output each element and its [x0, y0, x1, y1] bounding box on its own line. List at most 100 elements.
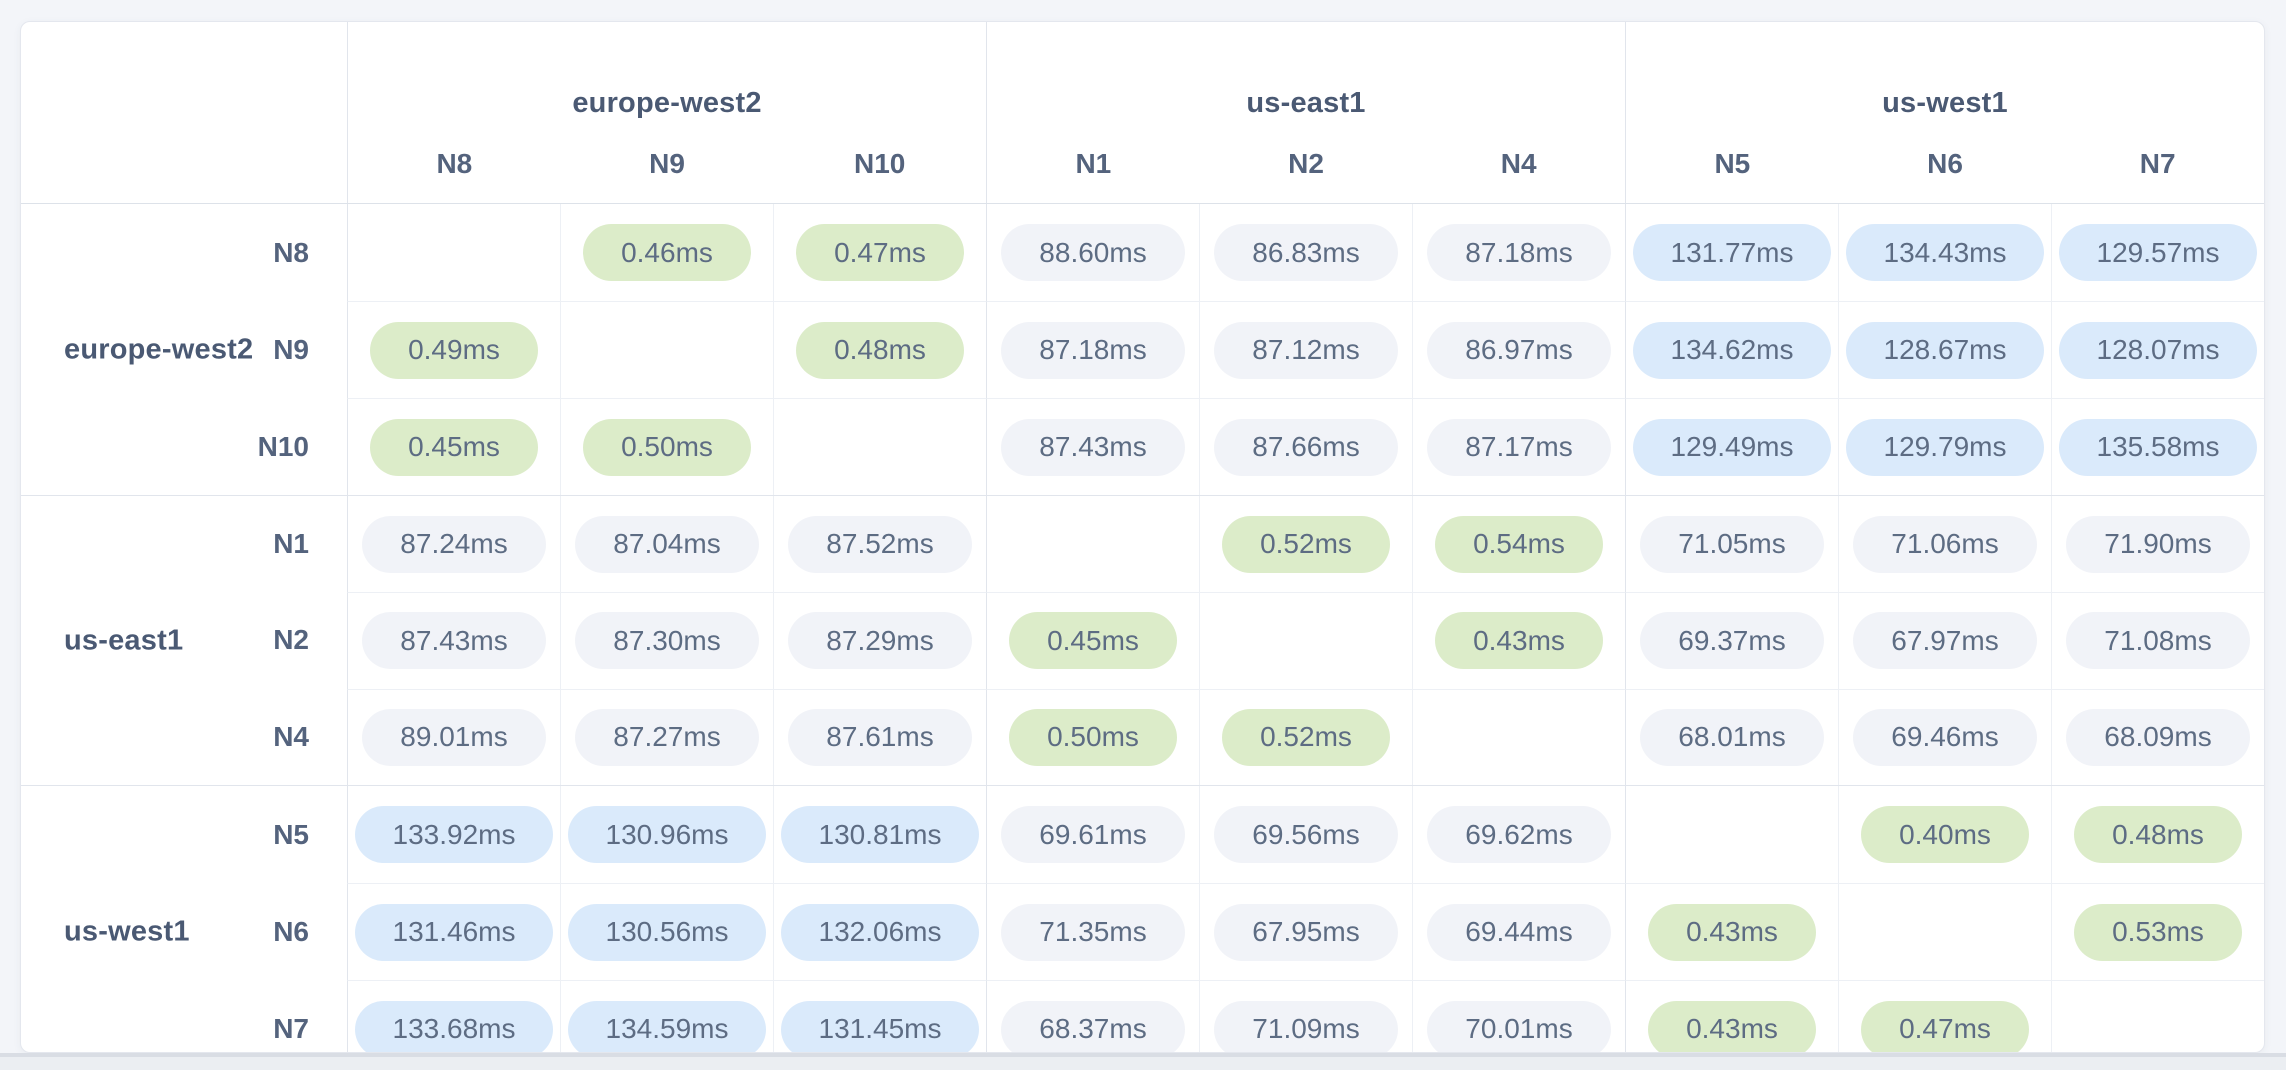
latency-pill-N8-N9[interactable]: 0.46ms [583, 224, 751, 281]
latency-pill-N7-N9[interactable]: 134.59ms [567, 1000, 767, 1052]
latency-pill-N8-N6[interactable]: 134.43ms [1845, 224, 2045, 281]
latency-pill-N6-N7[interactable]: 0.53ms [2074, 903, 2242, 961]
latency-cell-N9-N7: 128.07ms [2051, 301, 2264, 398]
row-node-N8[interactable]: N8 [273, 236, 309, 268]
latency-pill-N9-N5[interactable]: 134.62ms [1632, 321, 1832, 379]
row-group-title-us-east1: us-east1 [64, 624, 184, 656]
row-node-N9[interactable]: N9 [273, 333, 309, 365]
latency-pill-N9-N10[interactable]: 0.48ms [796, 321, 964, 379]
row-node-N5[interactable]: N5 [273, 818, 309, 850]
latency-pill-N7-N5[interactable]: 0.43ms [1648, 1000, 1816, 1052]
latency-pill-N2-N9[interactable]: 87.30ms [575, 612, 759, 670]
column-node-N6[interactable]: N6 [1927, 148, 1963, 179]
latency-pill-N10-N7[interactable]: 135.58ms [2058, 418, 2258, 476]
row-node-N10[interactable]: N10 [257, 430, 309, 462]
latency-cell-N5-N2: 69.56ms [1199, 786, 1412, 883]
latency-cell-N7-N2: 71.09ms [1199, 980, 1412, 1052]
latency-pill-N1-N9[interactable]: 87.04ms [575, 515, 759, 573]
column-node-N2[interactable]: N2 [1288, 148, 1324, 179]
latency-pill-N2-N8[interactable]: 87.43ms [362, 612, 546, 670]
latency-pill-N6-N8[interactable]: 131.46ms [354, 903, 554, 961]
latency-pill-N5-N2[interactable]: 69.56ms [1214, 806, 1398, 863]
latency-pill-N10-N5[interactable]: 129.49ms [1632, 418, 1832, 476]
latency-pill-N8-N10[interactable]: 0.47ms [796, 224, 964, 281]
latency-pill-N4-N1[interactable]: 0.50ms [1009, 708, 1177, 766]
latency-pill-N4-N8[interactable]: 89.01ms [362, 708, 546, 766]
latency-pill-N7-N8[interactable]: 133.68ms [354, 1000, 554, 1052]
latency-pill-N4-N2[interactable]: 0.52ms [1222, 708, 1390, 766]
latency-pill-N9-N4[interactable]: 86.97ms [1427, 321, 1611, 379]
latency-pill-N8-N5[interactable]: 131.77ms [1632, 224, 1832, 281]
row-node-N7[interactable]: N7 [273, 1012, 309, 1044]
row-node-N2[interactable]: N2 [273, 624, 309, 656]
latency-pill-N5-N8[interactable]: 133.92ms [354, 806, 554, 863]
latency-pill-N10-N6[interactable]: 129.79ms [1845, 418, 2045, 476]
row-node-N1[interactable]: N1 [273, 528, 309, 560]
latency-pill-N7-N2[interactable]: 71.09ms [1214, 1000, 1398, 1052]
latency-cell-N4-N7: 68.09ms [2051, 688, 2264, 785]
latency-pill-N1-N5[interactable]: 71.05ms [1640, 515, 1824, 573]
latency-pill-N9-N1[interactable]: 87.18ms [1001, 321, 1185, 379]
latency-pill-N5-N9[interactable]: 130.96ms [567, 806, 767, 863]
latency-pill-N5-N7[interactable]: 0.48ms [2074, 806, 2242, 863]
latency-cell-N10-N2: 87.66ms [1199, 398, 1412, 495]
latency-pill-N5-N10[interactable]: 130.81ms [780, 806, 980, 863]
latency-pill-N1-N6[interactable]: 71.06ms [1853, 515, 2037, 573]
latency-pill-N7-N6[interactable]: 0.47ms [1861, 1000, 2029, 1052]
latency-pill-N8-N7[interactable]: 129.57ms [2058, 224, 2258, 281]
latency-pill-N7-N10[interactable]: 131.45ms [780, 1000, 980, 1052]
latency-pill-N4-N9[interactable]: 87.27ms [575, 708, 759, 766]
latency-cell-N1-N4: 0.54ms [1412, 496, 1625, 593]
latency-cell-N5-N1: 69.61ms [986, 786, 1199, 883]
column-node-N8[interactable]: N8 [436, 148, 473, 179]
latency-pill-N9-N6[interactable]: 128.67ms [1845, 321, 2045, 379]
latency-pill-N8-N1[interactable]: 88.60ms [1001, 224, 1185, 281]
latency-pill-N6-N4[interactable]: 69.44ms [1427, 903, 1611, 961]
matrix-column-header: europe-west2 N8 N9 N10 us-east1 N1 N2 N4 us-west… [21, 22, 2264, 204]
latency-pill-N6-N10[interactable]: 132.06ms [780, 903, 980, 961]
column-node-N4[interactable]: N4 [1500, 148, 1537, 179]
latency-pill-N7-N1[interactable]: 68.37ms [1001, 1000, 1185, 1052]
latency-pill-N10-N2[interactable]: 87.66ms [1214, 418, 1398, 476]
latency-pill-N4-N10[interactable]: 87.61ms [788, 708, 972, 766]
column-node-N5[interactable]: N5 [1714, 148, 1751, 179]
latency-pill-N1-N7[interactable]: 71.90ms [2066, 515, 2250, 573]
latency-pill-N4-N6[interactable]: 69.46ms [1853, 708, 2037, 766]
latency-pill-N6-N9[interactable]: 130.56ms [567, 903, 767, 961]
latency-pill-N10-N4[interactable]: 87.17ms [1427, 418, 1611, 476]
latency-pill-N6-N2[interactable]: 67.95ms [1214, 903, 1398, 961]
column-node-N9[interactable]: N9 [649, 148, 685, 179]
latency-pill-N2-N1[interactable]: 0.45ms [1009, 612, 1177, 670]
latency-pill-N5-N4[interactable]: 69.62ms [1427, 806, 1611, 863]
latency-pill-N2-N10[interactable]: 87.29ms [788, 612, 972, 670]
latency-pill-N5-N6[interactable]: 0.40ms [1861, 806, 2029, 863]
latency-pill-N1-N10[interactable]: 87.52ms [788, 515, 972, 573]
row-node-N4[interactable]: N4 [273, 720, 309, 752]
column-node-N1[interactable]: N1 [1075, 148, 1112, 179]
latency-pill-N9-N7[interactable]: 128.07ms [2058, 321, 2258, 379]
latency-pill-N8-N4[interactable]: 87.18ms [1427, 224, 1611, 281]
latency-pill-N10-N8[interactable]: 0.45ms [370, 418, 538, 476]
latency-pill-N10-N9[interactable]: 0.50ms [583, 418, 751, 476]
latency-pill-N1-N8[interactable]: 87.24ms [362, 515, 546, 573]
latency-pill-N9-N8[interactable]: 0.49ms [370, 321, 538, 379]
latency-pill-N6-N1[interactable]: 71.35ms [1001, 903, 1185, 961]
latency-pill-N1-N2[interactable]: 0.52ms [1222, 515, 1390, 573]
latency-pill-N10-N1[interactable]: 87.43ms [1001, 418, 1185, 476]
latency-pill-N2-N4[interactable]: 0.43ms [1435, 612, 1603, 670]
latency-pill-N5-N1[interactable]: 69.61ms [1001, 806, 1185, 863]
latency-pill-N9-N2[interactable]: 87.12ms [1214, 321, 1398, 379]
column-node-N10[interactable]: N10 [853, 148, 906, 179]
latency-pill-N4-N5[interactable]: 68.01ms [1640, 708, 1824, 766]
latency-pill-N4-N7[interactable]: 68.09ms [2066, 708, 2250, 766]
latency-pill-N1-N4[interactable]: 0.54ms [1435, 515, 1603, 573]
latency-pill-N6-N5[interactable]: 0.43ms [1648, 903, 1816, 961]
row-node-N6[interactable]: N6 [273, 915, 309, 947]
latency-pill-N2-N6[interactable]: 67.97ms [1853, 612, 2037, 670]
column-node-N7[interactable]: N7 [2139, 148, 2176, 179]
latency-pill-N7-N4[interactable]: 70.01ms [1427, 1000, 1611, 1052]
latency-pill-N8-N2[interactable]: 86.83ms [1214, 224, 1398, 281]
horizontal-scrollbar[interactable] [0, 1053, 2286, 1070]
latency-pill-N2-N5[interactable]: 69.37ms [1640, 612, 1824, 670]
latency-pill-N2-N7[interactable]: 71.08ms [2066, 612, 2250, 670]
